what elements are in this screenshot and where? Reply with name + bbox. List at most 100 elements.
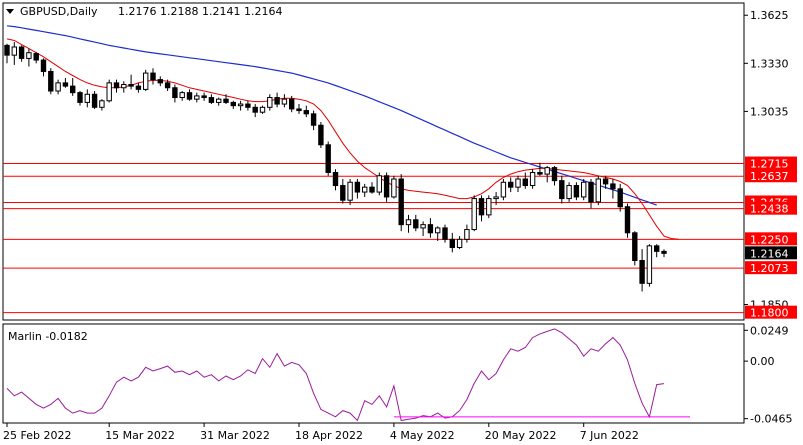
candle-body bbox=[362, 186, 368, 193]
candle bbox=[303, 105, 310, 118]
candle bbox=[405, 214, 412, 233]
level-tag-text: 1.2438 bbox=[750, 203, 789, 216]
candle-body bbox=[84, 93, 90, 103]
candle bbox=[281, 94, 288, 108]
candlesticks bbox=[4, 42, 667, 292]
candle-body bbox=[113, 82, 120, 89]
current-price-tag-text: 1.2164 bbox=[750, 247, 789, 260]
candle bbox=[216, 97, 222, 106]
candle-body bbox=[252, 106, 258, 113]
candle bbox=[128, 74, 134, 90]
candle-body bbox=[201, 95, 207, 99]
candle bbox=[537, 162, 543, 176]
oscillator-axis: 0.0249 0.00 -0.0465 bbox=[744, 324, 792, 426]
candle-body bbox=[537, 172, 543, 175]
time-tick-label: 31 Mar 2022 bbox=[200, 429, 270, 442]
candle-body bbox=[40, 59, 47, 72]
indicator-pane-frame bbox=[2, 323, 745, 424]
candle bbox=[91, 91, 98, 109]
candle bbox=[157, 76, 164, 87]
candle-body bbox=[164, 82, 171, 89]
candle bbox=[515, 175, 521, 193]
candle bbox=[48, 68, 54, 95]
candle bbox=[172, 84, 178, 103]
candle-body bbox=[427, 224, 434, 234]
candle bbox=[252, 104, 258, 118]
candle bbox=[398, 174, 404, 232]
osc-tick-label: 0.0249 bbox=[750, 324, 789, 337]
candle bbox=[588, 179, 594, 209]
candle bbox=[11, 42, 18, 65]
candle bbox=[486, 195, 492, 219]
candle bbox=[522, 172, 528, 189]
candle bbox=[179, 91, 185, 101]
candle bbox=[230, 100, 237, 109]
candle bbox=[354, 179, 361, 199]
level-tag-bg bbox=[745, 305, 797, 319]
candle-body bbox=[135, 85, 142, 90]
candle-body bbox=[70, 85, 76, 94]
level-tag-text: 1.2073 bbox=[750, 262, 789, 275]
level-tag: 1.1800 bbox=[745, 305, 797, 320]
candle bbox=[369, 182, 375, 194]
level-tag-text: 1.1800 bbox=[750, 307, 789, 320]
candle-body bbox=[26, 52, 32, 59]
candle-body bbox=[551, 167, 558, 182]
candle bbox=[508, 177, 514, 193]
candle bbox=[40, 58, 47, 77]
candle-body bbox=[661, 250, 667, 254]
candle-body bbox=[267, 97, 273, 108]
candle-body bbox=[515, 178, 521, 188]
candle-body bbox=[654, 245, 660, 252]
candle-body bbox=[208, 97, 215, 103]
time-tick-label: 7 Jun 2022 bbox=[580, 429, 639, 442]
candle-body bbox=[303, 110, 310, 115]
price-tick-label: 1.3330 bbox=[750, 57, 789, 70]
candle-body bbox=[617, 188, 623, 208]
candle bbox=[310, 110, 317, 131]
candle-body bbox=[602, 178, 609, 185]
price-tick-label: 1.3625 bbox=[750, 9, 789, 22]
candle-body bbox=[398, 178, 404, 226]
candle-body bbox=[508, 181, 514, 188]
candle-body bbox=[588, 181, 594, 203]
dropdown-triangle-icon[interactable] bbox=[6, 9, 14, 14]
candle bbox=[493, 192, 499, 206]
candle-body bbox=[106, 82, 112, 102]
candle-body bbox=[354, 181, 361, 193]
level-tag-bg bbox=[745, 232, 797, 246]
candle bbox=[201, 92, 207, 101]
level-tag: 1.2715 bbox=[745, 156, 797, 171]
candle bbox=[478, 195, 485, 222]
candle bbox=[639, 249, 645, 292]
candle bbox=[164, 79, 171, 92]
candle bbox=[106, 79, 112, 103]
candle-body bbox=[179, 92, 185, 99]
candle-body bbox=[216, 98, 222, 103]
candle bbox=[208, 94, 215, 105]
level-price-tags: 1.27151.26371.24761.24381.22501.20731.18… bbox=[745, 156, 797, 320]
candle bbox=[573, 182, 580, 201]
candle bbox=[471, 195, 477, 232]
candle-body bbox=[223, 98, 229, 103]
candle bbox=[500, 179, 507, 201]
candle-body bbox=[18, 46, 25, 59]
candle-body bbox=[245, 103, 251, 108]
candle-body bbox=[186, 92, 193, 100]
candle bbox=[33, 51, 39, 64]
candle-body bbox=[194, 95, 200, 100]
candle-body bbox=[369, 186, 375, 193]
candle bbox=[259, 105, 266, 114]
candle-body bbox=[559, 180, 565, 200]
candle bbox=[413, 214, 419, 232]
candle-body bbox=[55, 82, 61, 92]
candle-body bbox=[281, 98, 288, 105]
candle bbox=[84, 89, 90, 108]
candle-body bbox=[237, 103, 244, 107]
candle-body bbox=[48, 70, 54, 92]
oscillator-layer bbox=[6, 328, 690, 422]
candle-body bbox=[318, 124, 324, 146]
candle bbox=[449, 232, 456, 253]
osc-tick-label: 0.00 bbox=[750, 355, 775, 368]
